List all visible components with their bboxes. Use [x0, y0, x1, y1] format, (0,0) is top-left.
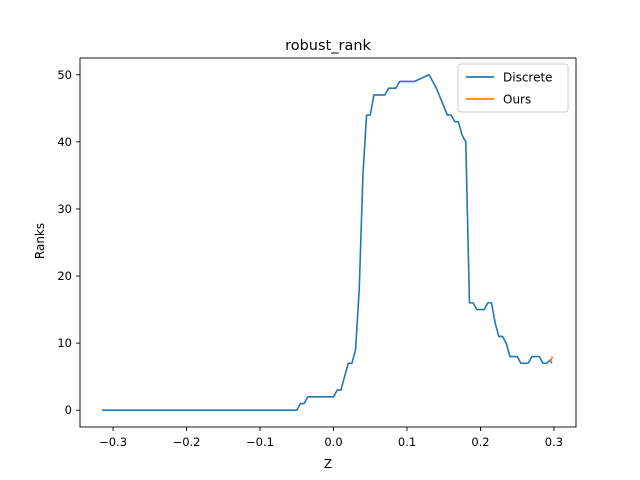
y-tick-label: 30 — [57, 202, 72, 216]
chart-title: robust_rank — [285, 38, 371, 54]
legend-label-ours: Ours — [503, 93, 531, 107]
legend: Discrete Ours — [457, 63, 569, 113]
x-tick-label: 0.3 — [545, 435, 563, 449]
x-tick-label: −0.2 — [173, 435, 201, 449]
y-tick-label: 10 — [57, 336, 72, 350]
x-tick-label: −0.1 — [246, 435, 274, 449]
y-tick-label: 0 — [65, 403, 72, 417]
y-tick-label: 40 — [57, 135, 72, 149]
y-tick-label: 50 — [57, 68, 72, 82]
series-line-discrete — [102, 73, 553, 412]
x-axis-label: Z — [324, 457, 332, 471]
axes-frame — [79, 57, 577, 428]
x-tick-label: 0.2 — [471, 435, 489, 449]
y-axis-label: Ranks — [33, 223, 47, 259]
x-tick-label: −0.3 — [99, 435, 127, 449]
plot-area: −0.3 −0.2 −0.1 0.0 0.1 0.2 0.3 0 10 20 30 40 50 — [57, 57, 577, 449]
x-tick-label: 0.1 — [398, 435, 416, 449]
y-tick-label: 20 — [57, 269, 72, 283]
legend-box — [457, 63, 569, 113]
x-tick-label: 0.0 — [324, 435, 342, 449]
series-line-ours — [549, 356, 554, 363]
legend-label-discrete: Discrete — [503, 71, 553, 85]
